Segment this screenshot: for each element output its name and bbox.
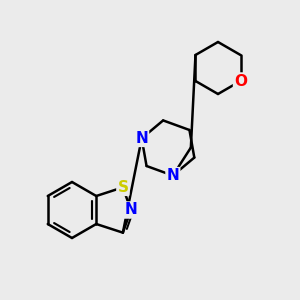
- Text: O: O: [234, 74, 247, 88]
- Text: N: N: [135, 131, 148, 146]
- Text: N: N: [124, 202, 137, 217]
- Text: N: N: [167, 168, 179, 183]
- Text: S: S: [117, 180, 128, 195]
